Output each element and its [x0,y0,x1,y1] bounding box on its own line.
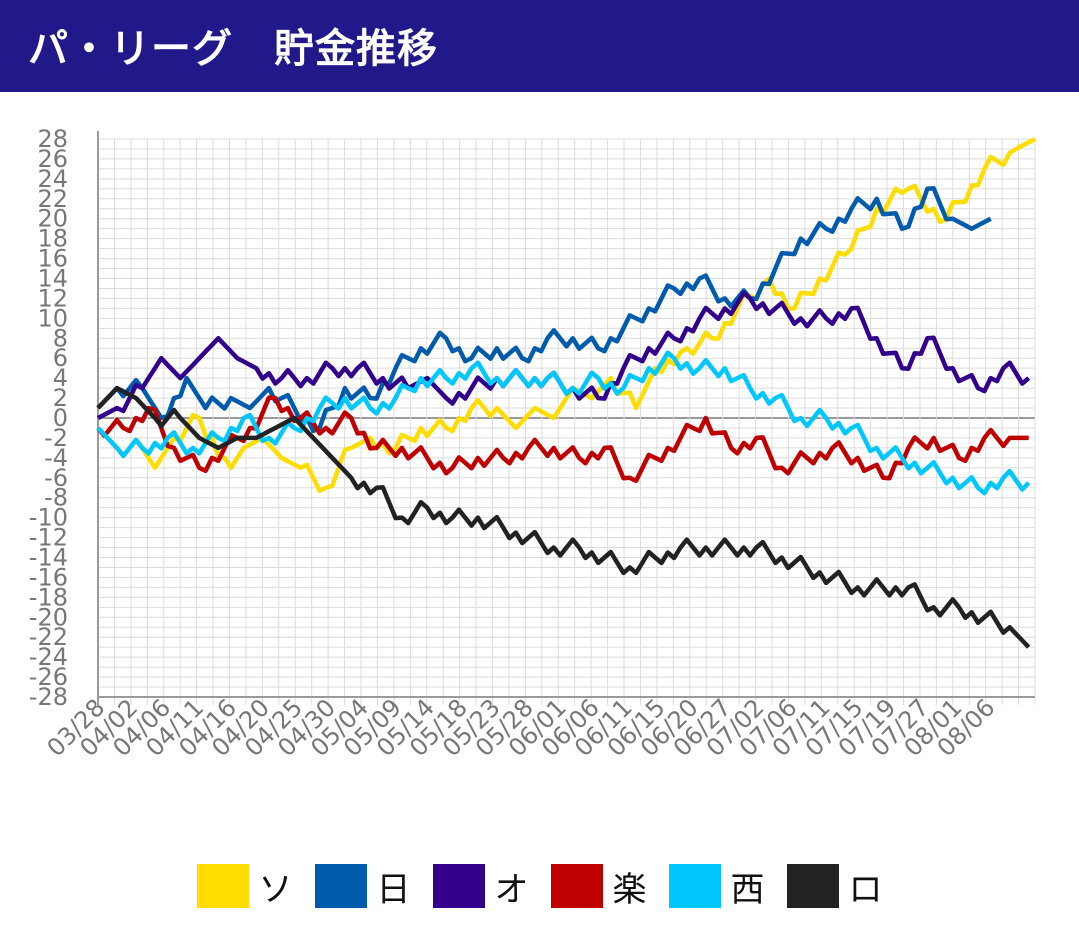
y-tick-label: -22 [29,623,68,651]
y-tick-label: -10 [29,504,68,532]
y-tick-label: -26 [29,663,68,691]
series-line-西 [96,350,1031,496]
series-line-楽 [96,395,1029,484]
y-tick-label: -8 [44,484,68,512]
legend: ソ日オ楽西ロ [0,858,1079,914]
y-tick-label: -2 [44,424,68,452]
y-tick-label: 20 [37,205,68,233]
legend-swatch [786,864,839,908]
y-tick-label: -6 [44,464,68,492]
x-axis-ticks: 03/2804/0204/0604/1104/1604/2004/2504/30… [42,693,1001,762]
series-line-ソ [96,137,1037,493]
y-tick-label: 18 [37,225,68,253]
y-tick-label: -14 [29,544,68,572]
series-line-ロ [96,385,1031,649]
legend-item: ソ [196,862,293,911]
y-tick-label: -24 [29,643,68,671]
y-tick-label: 24 [37,165,68,193]
legend-label: ソ [258,869,293,910]
y-tick-label: 10 [37,304,68,332]
y-tick-label: 22 [37,185,68,213]
y-tick-label: -28 [29,683,68,711]
y-tick-label: 26 [37,145,68,173]
legend-swatch [314,864,367,908]
series-lines [96,137,1037,649]
chart: 2826242220181614121086420-2-4-6-8-10-12-… [29,125,1037,762]
legend-label: 西 [730,869,765,910]
y-tick-label: 28 [37,125,68,153]
legend-item: オ [432,862,529,911]
legend-label: 楽 [612,869,647,910]
legend-item: 西 [668,862,765,911]
page-title: パ・リーグ 貯金推移 [28,26,438,72]
y-tick-label: -18 [29,583,68,611]
legend-swatch [196,864,249,908]
y-tick-label: -16 [29,563,68,591]
legend-item: 日 [314,862,411,911]
y-tick-label: 14 [37,265,68,293]
grid [97,131,1036,705]
legend-item: ロ [786,862,883,911]
y-axis-ticks: 2826242220181614121086420-2-4-6-8-10-12-… [29,125,68,711]
series-line-日 [96,186,992,434]
legend-label: ロ [848,869,883,910]
y-tick-label: 6 [53,344,68,372]
y-tick-label: 12 [37,284,68,312]
y-tick-label: -12 [29,524,68,552]
y-tick-label: 2 [53,384,68,412]
y-tick-label: 16 [37,245,68,273]
legend-swatch [550,864,603,908]
legend-label: 日 [376,869,411,910]
header-bar: パ・リーグ 貯金推移 [0,0,1079,92]
y-tick-label: -4 [44,444,68,472]
y-tick-label: 0 [53,404,68,432]
legend-label: オ [494,869,529,910]
y-tick-label: -20 [29,603,68,631]
y-tick-label: 4 [53,364,68,392]
legend-item: 楽 [550,862,647,911]
legend-swatch [668,864,721,908]
legend-swatch [432,864,485,908]
y-tick-label: 8 [53,324,68,352]
